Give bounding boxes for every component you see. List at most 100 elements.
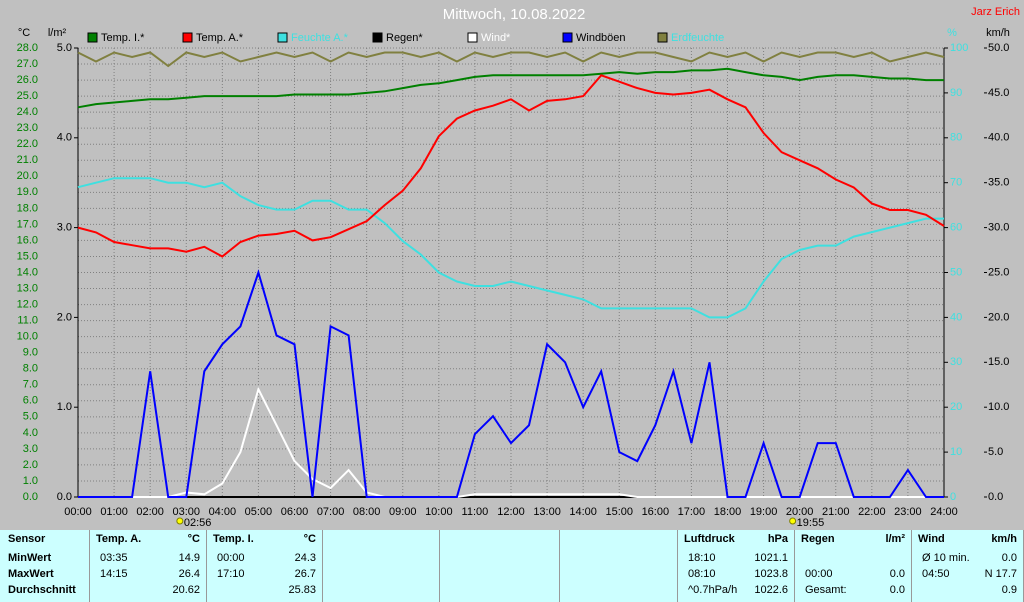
row-label: MaxWert (8, 568, 54, 580)
x-tick-label: 08:00 (353, 506, 381, 518)
annotation: 02:56 (184, 517, 212, 529)
cell-time: 08:10 (688, 568, 716, 580)
table-column: Regen l/m² 00:00 0.0 Gesamt: 0.0 (795, 530, 912, 602)
column-header: Temp. A. (96, 533, 142, 545)
y3-tick-label: 60 (950, 222, 962, 234)
y-tick-label: 20.0 (17, 170, 38, 182)
y2-tick-label: 5.0 (57, 42, 72, 54)
row-label: Sensor (8, 533, 46, 545)
y2-tick-label: 2.0 (57, 311, 72, 323)
x-tick-label: 17:00 (678, 506, 706, 518)
cell-time: 14:15 (100, 568, 128, 580)
y-tick-label: 4.0 (23, 427, 38, 439)
y3-tick-label: 30 (950, 356, 962, 368)
y3-tick-label: 90 (950, 87, 962, 99)
axis-unit: km/h (986, 27, 1010, 39)
y4-tick-label: 50.0 (988, 42, 1009, 54)
y4-tick-label: 10.0 (988, 401, 1009, 413)
y-tick-label: 15.0 (17, 250, 38, 262)
y-tick-label: 6.0 (23, 395, 38, 407)
table-column: Temp. A. °C 03:35 14.9 14:15 26.4 20.62 (90, 530, 207, 602)
cell-time: ^0.7hPa/h (688, 584, 738, 596)
column-header: Temp. I. (213, 533, 254, 545)
y4-tick-label: 20.0 (988, 311, 1009, 323)
y-tick-label: 5.0 (23, 411, 38, 423)
x-tick-label: 19:00 (750, 506, 778, 518)
legend-swatch (372, 32, 383, 43)
y-tick-label: 19.0 (17, 186, 38, 198)
x-tick-label: 03:00 (172, 506, 200, 518)
x-tick-label: 22:00 (858, 506, 886, 518)
x-tick-label: 09:00 (389, 506, 417, 518)
x-tick-label: 11:00 (462, 506, 489, 518)
legend-label: Windböen (576, 32, 626, 44)
column-unit: l/m² (885, 533, 905, 545)
author: Jarz Erich (971, 6, 1020, 18)
column-header: Wind (918, 533, 945, 545)
y-tick-label: 16.0 (17, 234, 38, 246)
x-tick-label: 02:00 (136, 506, 164, 518)
y3-tick-label: 40 (950, 311, 962, 323)
axis-unit: °C (18, 27, 30, 39)
cell-value: 14.9 (178, 552, 200, 564)
y3-tick-label: 0 (950, 491, 956, 503)
y2-tick-label: 3.0 (57, 222, 72, 234)
x-tick-label: 15:00 (605, 506, 633, 518)
y-tick-label: 7.0 (23, 379, 38, 391)
y3-tick-label: 50 (950, 266, 962, 278)
y4-tick-label: 0.0 (988, 491, 1003, 503)
table-column: Luftdruck hPa 18:10 1021.1 08:10 1023.8 ^0.7hP… (678, 530, 795, 602)
cell-value: 24.3 (294, 552, 316, 564)
cell-value: 1023.8 (754, 568, 788, 580)
cell-value: 20.62 (172, 584, 200, 596)
x-tick-label: 04:00 (209, 506, 237, 518)
legend-label: Temp. A.* (196, 32, 244, 44)
y2-tick-label: 1.0 (57, 401, 72, 413)
legend-swatch (467, 32, 478, 43)
cell-time: 00:00 (217, 552, 245, 564)
y3-tick-label: 10 (950, 446, 962, 458)
y4-tick-label: 25.0 (988, 266, 1009, 278)
x-tick-label: 20:00 (786, 506, 814, 518)
cell-value: 25.83 (288, 584, 316, 596)
table-column (440, 530, 560, 602)
column-unit: °C (303, 533, 316, 545)
y3-tick-label: 80 (950, 132, 962, 144)
legend-label: Wind* (481, 32, 511, 44)
y-tick-label: 2.0 (23, 459, 38, 471)
cell-time: 17:10 (217, 568, 245, 580)
x-tick-label: 06:00 (281, 506, 309, 518)
cell-value: 0.0 (1001, 552, 1017, 564)
y2-tick-label: 4.0 (57, 132, 72, 144)
legend-label: Temp. I.* (101, 32, 145, 44)
y-tick-label: 13.0 (17, 282, 38, 294)
legend-swatch (277, 32, 288, 43)
legend-label: Feuchte A.* (291, 32, 349, 44)
legend-label: Regen* (386, 32, 423, 44)
y-tick-label: 10.0 (17, 331, 38, 343)
y-tick-label: 18.0 (17, 202, 38, 214)
table-column (560, 530, 678, 602)
x-tick-label: 13:00 (533, 506, 561, 518)
cell-time: Gesamt: (805, 584, 847, 596)
row-label: MinWert (8, 552, 52, 564)
column-header: Luftdruck (684, 533, 735, 545)
cell-value: N 17.7 (984, 568, 1017, 580)
cell-value: 0.9 (1001, 584, 1017, 596)
x-tick-label: 21:00 (822, 506, 850, 518)
series-line (77, 74, 945, 258)
y4-tick-label: 45.0 (988, 87, 1009, 99)
y-tick-label: 9.0 (23, 347, 38, 359)
x-tick-label: 00:00 (64, 506, 92, 518)
column-unit: °C (187, 533, 200, 545)
series-line (77, 51, 945, 68)
column-unit: hPa (767, 533, 788, 545)
x-tick-label: 14:00 (569, 506, 597, 518)
cell-time: 00:00 (805, 568, 833, 580)
chart: Mittwoch, 10.08.2022 Jarz Erich °C l/m² … (17, 6, 1020, 529)
table-column: Temp. I. °C 00:00 24.3 17:10 26.7 25.83 (207, 530, 323, 602)
table-column: Sensor MinWert MaxWert Durchschnitt (0, 530, 90, 602)
y-tick-label: 23.0 (17, 122, 38, 134)
cell-value: 0.0 (889, 584, 905, 596)
